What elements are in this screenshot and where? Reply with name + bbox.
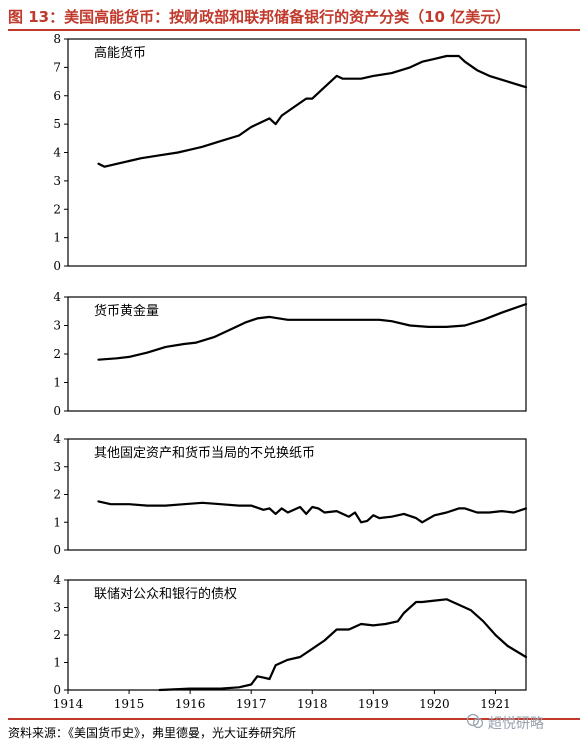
wechat-icon — [466, 713, 484, 729]
source-rule — [8, 718, 580, 720]
y-tick-label: 0 — [53, 543, 61, 557]
y-tick-label: 1 — [53, 376, 61, 390]
x-tick-label: 1921 — [480, 697, 511, 711]
series-line — [97, 54, 528, 168]
series-line — [97, 500, 528, 524]
x-tick-label: 1919 — [358, 697, 389, 711]
y-tick-label: 2 — [53, 202, 61, 216]
x-tick-label: 1920 — [419, 697, 450, 711]
y-tick-label: 3 — [53, 601, 61, 615]
y-tick-label: 4 — [53, 290, 61, 304]
y-tick-label: 1 — [53, 515, 61, 529]
panel-title: 高能货币 — [94, 45, 146, 61]
y-tick-label: 1 — [53, 656, 61, 670]
panel-title: 其他固定资产和货币当局的不兑换纸币 — [94, 445, 315, 461]
x-tick-label: 1918 — [297, 697, 328, 711]
y-tick-label: 3 — [53, 319, 61, 333]
y-tick-label: 0 — [53, 404, 61, 418]
y-tick-label: 5 — [53, 117, 61, 131]
y-tick-label: 1 — [53, 231, 61, 245]
x-tick-label: 1917 — [236, 697, 267, 711]
y-tick-label: 3 — [53, 460, 61, 474]
y-tick-label: 4 — [53, 146, 61, 160]
series-line — [97, 303, 528, 361]
source-note: 资料来源：《美国货币史》，弗里德曼，光大证券研究所 — [8, 726, 297, 740]
figure-title: 图 13：美国高能货币：按财政部和联邦储备银行的资产分类（10 亿美元） — [8, 8, 511, 26]
panel-title: 货币黄金量 — [94, 303, 159, 319]
y-tick-label: 0 — [53, 683, 61, 697]
watermark: 超悦研略 — [488, 716, 544, 732]
x-tick-label: 1915 — [114, 697, 145, 711]
y-tick-label: 0 — [53, 259, 61, 273]
y-tick-label: 2 — [53, 347, 61, 361]
y-tick-label: 4 — [53, 573, 61, 587]
y-tick-label: 8 — [53, 32, 61, 46]
y-tick-label: 3 — [53, 174, 61, 188]
panel-title: 联储对公众和银行的债权 — [94, 586, 237, 602]
y-tick-label: 2 — [53, 628, 61, 642]
y-tick-label: 4 — [53, 432, 61, 446]
panel-frame-1 — [67, 38, 527, 267]
series-line — [158, 598, 528, 692]
x-tick-label: 1914 — [53, 697, 84, 711]
title-rule — [8, 29, 580, 31]
y-tick-label: 2 — [53, 488, 61, 502]
x-tick-label: 1916 — [175, 697, 206, 711]
y-tick-label: 7 — [53, 60, 61, 74]
y-tick-label: 6 — [53, 89, 61, 103]
